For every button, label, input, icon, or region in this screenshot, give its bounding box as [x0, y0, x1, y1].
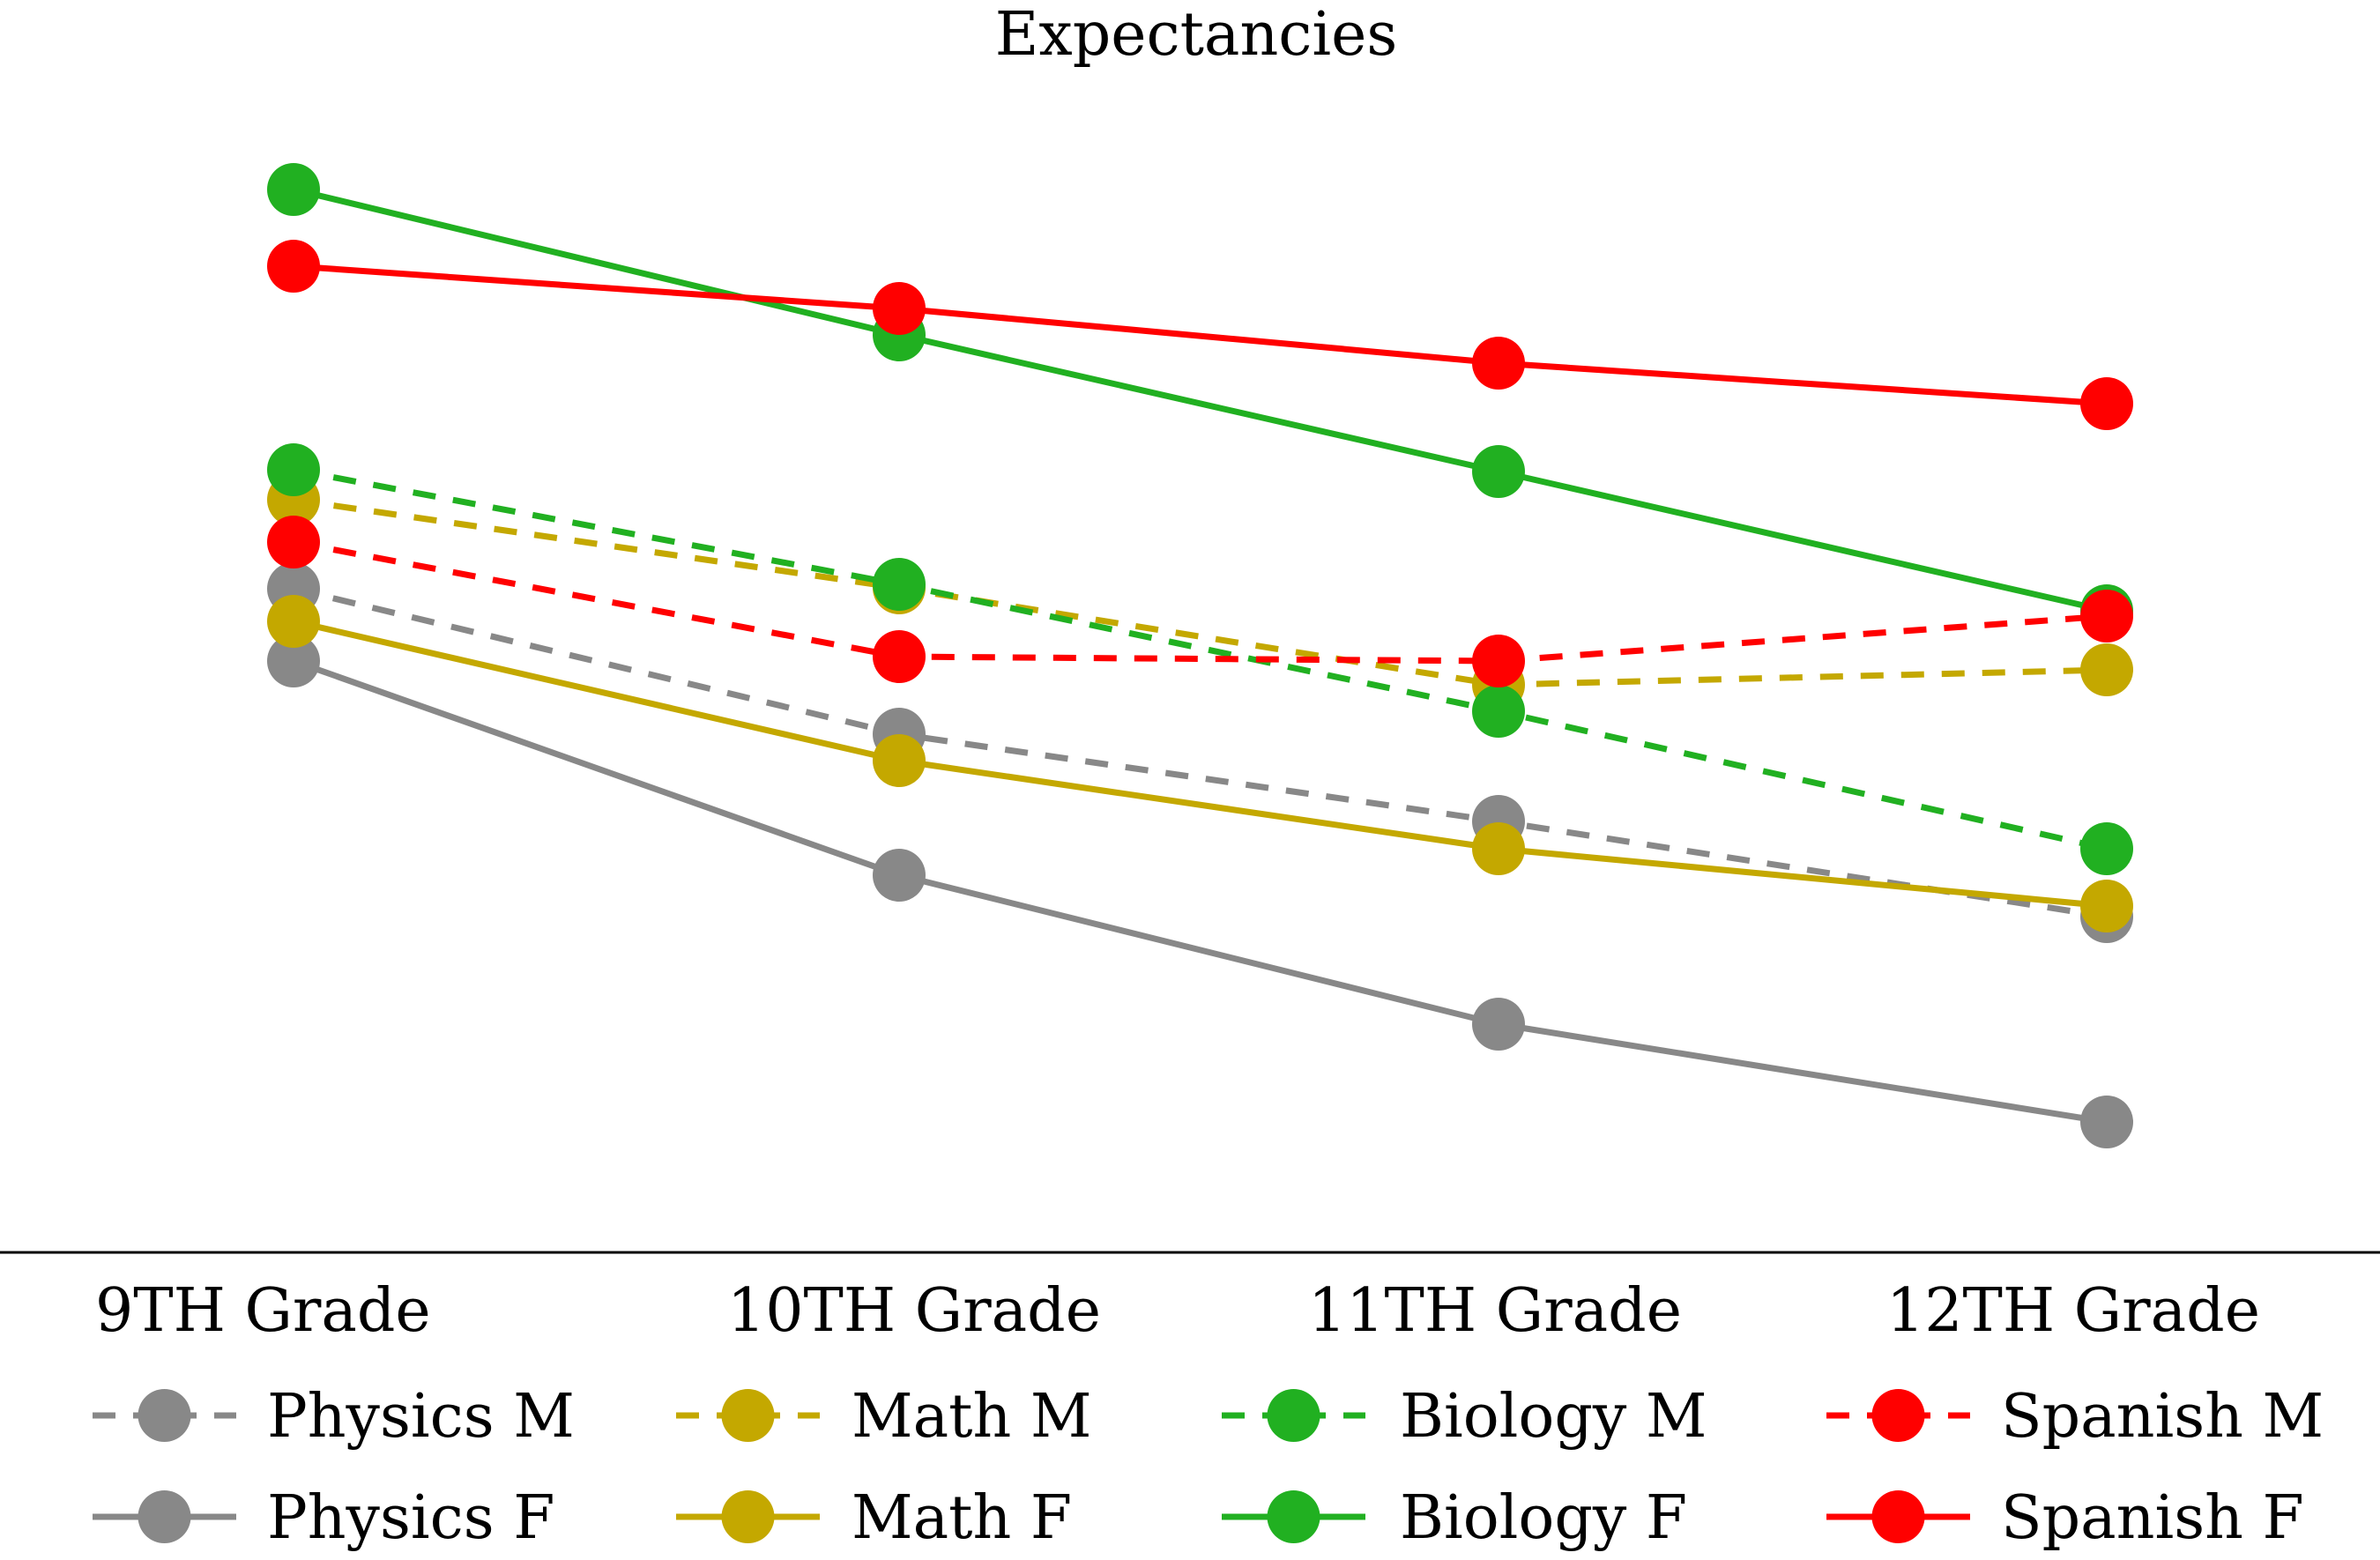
data-point-spanish-m-9th-grade — [267, 516, 320, 568]
legend-marker-swatch — [138, 1389, 191, 1442]
legend-item-physics-f: Physics F — [93, 1483, 554, 1553]
data-point-math-f-10th-grade — [873, 734, 926, 787]
data-point-spanish-f-12th-grade — [2080, 377, 2133, 430]
series-line-biology-m — [293, 466, 2108, 852]
legend-header-9th-grade: 9TH Grade — [95, 1276, 431, 1346]
legend-item-biology-m: Biology M — [1222, 1382, 1707, 1452]
data-point-math-f-11th-grade — [1472, 822, 1525, 875]
legend-label: Physics F — [267, 1483, 554, 1553]
data-point-spanish-f-11th-grade — [1472, 337, 1525, 390]
series-line-math-f — [293, 618, 2108, 910]
legend-label: Spanish F — [2001, 1483, 2304, 1553]
series-lines — [292, 186, 2108, 1125]
legend-item-spanish-m: Spanish M — [1826, 1382, 2324, 1452]
legend-marker-swatch — [1267, 1389, 1320, 1442]
legend-label: Biology M — [1400, 1382, 1707, 1452]
data-point-spanish-f-9th-grade — [267, 240, 320, 293]
legend-label: Physics M — [267, 1382, 575, 1452]
legend-marker-swatch — [1871, 1389, 1925, 1442]
data-point-math-f-12th-grade — [2080, 880, 2133, 932]
legend-marker-swatch — [721, 1490, 775, 1543]
data-point-spanish-m-11th-grade — [1472, 635, 1525, 687]
legend-label: Spanish M — [2001, 1382, 2324, 1452]
legend-item-math-m: Math M — [676, 1382, 1092, 1452]
legend-header-10th-grade: 10TH Grade — [727, 1276, 1101, 1346]
data-point-spanish-m-12th-grade — [2080, 590, 2133, 643]
data-point-biology-m-12th-grade — [2080, 822, 2133, 875]
legend-item-physics-m: Physics M — [93, 1382, 575, 1452]
data-point-biology-m-10th-grade — [873, 558, 926, 611]
data-point-biology-f-9th-grade — [267, 163, 320, 216]
series-line-spanish-f — [293, 263, 2108, 407]
legend-header-12th-grade: 12TH Grade — [1886, 1276, 2260, 1346]
legend-marker-swatch — [138, 1490, 191, 1543]
chart-title: Expectancies — [995, 0, 1397, 70]
data-point-spanish-f-10th-grade — [873, 282, 926, 335]
legend-marker-swatch — [1267, 1490, 1320, 1543]
data-point-biology-m-9th-grade — [267, 443, 320, 496]
data-point-physics-f-11th-grade — [1472, 998, 1525, 1051]
legend-marker-swatch — [1871, 1490, 1925, 1543]
data-point-math-m-12th-grade — [2080, 643, 2133, 696]
legend-header-11th-grade: 11TH Grade — [1308, 1276, 1682, 1346]
data-point-biology-m-11th-grade — [1472, 685, 1525, 738]
series-line-physics-f — [292, 657, 2108, 1125]
data-point-physics-f-10th-grade — [873, 849, 926, 902]
data-point-physics-f-9th-grade — [267, 635, 320, 687]
data-point-math-f-9th-grade — [267, 595, 320, 648]
legend-item-math-f: Math F — [676, 1483, 1072, 1553]
legend: 9TH Grade 10TH Grade 11TH Grade 12TH Gra… — [93, 1276, 2324, 1553]
series-markers — [267, 163, 2133, 1148]
legend-label: Math F — [852, 1483, 1072, 1553]
legend-label: Math M — [852, 1382, 1092, 1452]
legend-label: Biology F — [1400, 1483, 1687, 1553]
data-point-physics-f-12th-grade — [2080, 1096, 2133, 1148]
data-point-biology-f-11th-grade — [1472, 445, 1525, 498]
legend-item-biology-f: Biology F — [1222, 1483, 1687, 1553]
series-line-biology-f — [293, 186, 2108, 614]
series-line-math-m — [293, 496, 2108, 688]
series-line-spanish-m — [293, 539, 2108, 665]
legend-item-spanish-f: Spanish F — [1826, 1483, 2304, 1553]
data-point-spanish-m-10th-grade — [873, 630, 926, 683]
legend-marker-swatch — [721, 1389, 775, 1442]
